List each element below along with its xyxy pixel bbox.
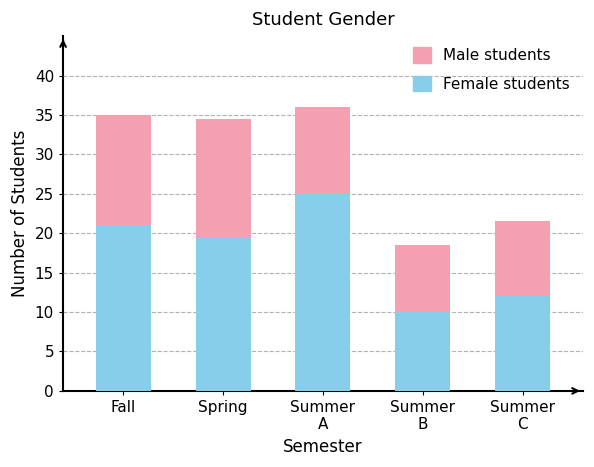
Bar	[96, 115, 150, 226]
Bar	[396, 312, 450, 391]
Title: Student Gender: Student Gender	[252, 11, 394, 29]
Bar	[96, 226, 150, 391]
Bar	[295, 107, 350, 194]
Bar	[495, 297, 551, 391]
Y-axis label: Number of Students: Number of Students	[11, 130, 29, 297]
Bar	[295, 194, 350, 391]
X-axis label: Semester: Semester	[283, 438, 363, 456]
Bar	[396, 245, 450, 312]
Bar	[495, 221, 551, 297]
Legend: Male students, Female students: Male students, Female students	[405, 40, 578, 99]
Bar	[195, 237, 251, 391]
Bar	[195, 119, 251, 237]
